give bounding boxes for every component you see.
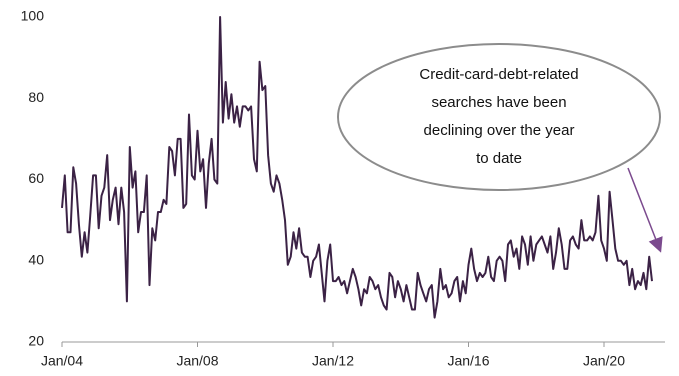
annotation-text: Credit-card-debt-related	[419, 66, 578, 83]
x-tick-label: Jan/04	[41, 353, 83, 369]
x-tick-label: Jan/20	[583, 353, 625, 369]
y-tick-label: 40	[28, 251, 44, 267]
annotation-bubble	[337, 43, 661, 191]
y-tick-label: 60	[28, 170, 44, 186]
annotation-text: to date	[476, 150, 522, 167]
annotation-text: declining over the year	[424, 122, 575, 139]
data-line	[61, 16, 653, 319]
x-tick-label: Jan/16	[447, 353, 489, 369]
y-tick-label: 80	[28, 89, 44, 105]
y-tick-label: 20	[28, 333, 44, 349]
x-tick-label: Jan/08	[176, 353, 218, 369]
y-tick-label: 100	[21, 8, 45, 24]
annotation-arrow	[627, 167, 663, 253]
annotation-text: searches have been	[431, 94, 566, 111]
x-tick-label: Jan/12	[312, 353, 354, 369]
